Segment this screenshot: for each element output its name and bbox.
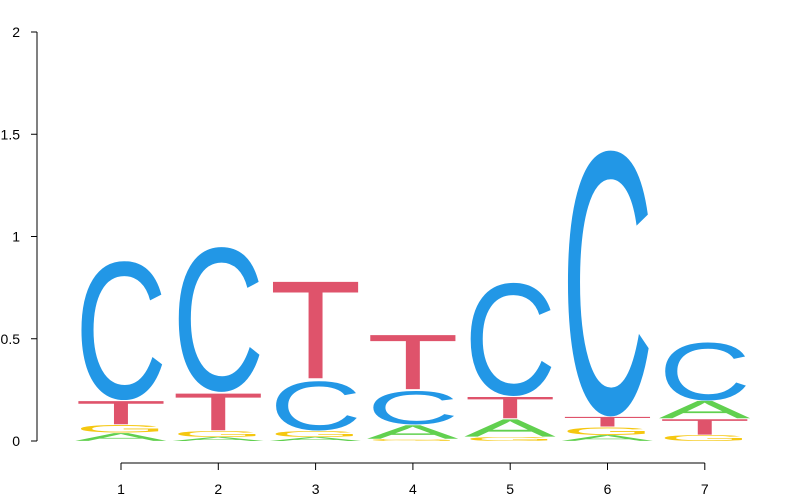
letter-g-glyph: G [270, 429, 362, 438]
letter-a-glyph: A [172, 436, 264, 442]
letter-c-glyph: C [562, 74, 654, 493]
letter-g-glyph: G [367, 438, 459, 441]
y-tick-label: 2 [12, 24, 20, 40]
letter-c-glyph: C [75, 221, 167, 440]
letter-c-glyph: C [172, 206, 264, 434]
y-axis: 0 0.5 1 1.5 2 [1, 24, 38, 449]
letter-a-glyph: A [659, 396, 751, 424]
x-tick-label: 1 [117, 481, 125, 497]
letter-a-glyph: A [464, 414, 556, 442]
letter-g-glyph: G [75, 423, 167, 436]
letter-t-glyph: T [367, 319, 459, 407]
y-tick-label: 0 [12, 433, 20, 449]
letter-c-glyph: C [659, 326, 751, 417]
letter-a-glyph: A [562, 433, 654, 442]
letter-g-glyph: G [172, 429, 264, 438]
y-tick-label: 0.5 [1, 331, 21, 347]
letter-g-glyph: G [562, 425, 654, 438]
letter-t-glyph: T [75, 394, 167, 432]
x-axis: 1 2 3 4 5 6 7 [117, 462, 709, 497]
x-tick-label: 6 [604, 481, 612, 497]
letter-a-glyph: A [270, 436, 362, 442]
letter-t-glyph: T [172, 382, 264, 441]
letter-t-glyph: T [270, 251, 362, 408]
x-tick-label: 4 [409, 481, 417, 497]
letter-g-glyph: G [659, 433, 751, 442]
letter-a-glyph: A [75, 431, 167, 444]
letter-c-glyph: C [464, 250, 556, 429]
letter-a-glyph: A [367, 421, 459, 443]
letter-t-glyph: T [659, 414, 751, 439]
letter-c-glyph: C [270, 367, 362, 445]
letter-t-glyph: T [562, 414, 654, 430]
y-tick-label: 1.5 [1, 126, 21, 142]
x-tick-label: 7 [701, 481, 709, 497]
letter-t-glyph: T [464, 391, 556, 425]
letter-g-glyph: G [464, 436, 556, 442]
y-tick-label: 1 [12, 229, 20, 245]
x-tick-label: 3 [312, 481, 320, 497]
x-tick-label: 2 [214, 481, 222, 497]
letter-c-glyph: C [367, 382, 459, 435]
x-tick-label: 5 [506, 481, 514, 497]
